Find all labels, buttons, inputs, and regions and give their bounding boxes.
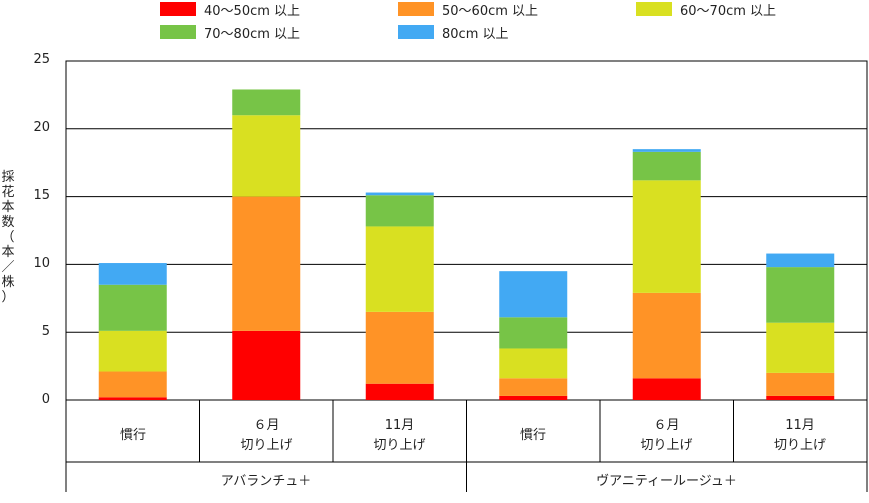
- category-label-line1: 11月: [785, 418, 815, 433]
- legend-item-40-50: 40〜50cm 以上: [160, 0, 301, 19]
- bar-segment: [499, 395, 568, 400]
- bar-segment: [98, 284, 167, 331]
- category-label: 11月 切り上げ: [733, 416, 867, 456]
- y-tick-label: 0: [41, 392, 50, 407]
- category-label-line1: 11月: [384, 418, 415, 433]
- bar-segment: [232, 115, 301, 197]
- legend-label-40-50: 40〜50cm 以上: [204, 3, 301, 19]
- bar-segment: [632, 180, 701, 293]
- y-tick-label: 20: [33, 120, 50, 135]
- y-tick-label: 10: [33, 256, 50, 271]
- y-axis-label-char: ／: [1, 260, 15, 275]
- legend-item-60-70: 60〜70cm 以上: [636, 0, 777, 19]
- category-label-line2: 切り上げ: [640, 438, 693, 453]
- legend-swatch-80: [398, 25, 434, 39]
- y-axis-label-char: 数: [1, 215, 15, 230]
- category-label-line1: 慣行: [519, 428, 546, 443]
- y-axis-label-char: 採: [1, 170, 15, 185]
- y-axis-label-char: （: [1, 230, 15, 245]
- bar-segment: [232, 330, 301, 400]
- bar-segment: [98, 371, 167, 398]
- group-label: アバランチュ＋: [220, 474, 312, 489]
- bar-segment: [766, 372, 835, 396]
- bar-segment: [632, 151, 701, 181]
- legend-swatch-60-70: [636, 2, 672, 16]
- y-tick-label: 15: [33, 188, 50, 203]
- category-label-line1: ６月: [653, 418, 680, 433]
- category-label: ６月 切り上げ: [600, 416, 733, 456]
- bar-segment: [365, 226, 434, 312]
- group-label: ヴアニティールージュ＋: [596, 474, 737, 489]
- category-label-line1: 慣行: [119, 428, 146, 443]
- bar-segment: [232, 196, 301, 331]
- bar-segment: [632, 292, 701, 379]
- bar-segment: [365, 311, 434, 384]
- legend-swatch-40-50: [160, 2, 196, 16]
- y-axis-label: 採 花 本 数 （ 本 ／ 株 ）: [0, 170, 16, 305]
- bar-segment: [766, 267, 835, 323]
- bar-segment: [632, 149, 701, 152]
- category-label-line1: ６月: [253, 418, 280, 433]
- bar-segment: [365, 192, 434, 196]
- bar-segment: [499, 317, 568, 349]
- legend-label-50-60: 50〜60cm 以上: [442, 3, 539, 19]
- bar-segment: [98, 330, 167, 372]
- bar-segment: [499, 378, 568, 396]
- y-axis-label-char: 本: [1, 200, 15, 215]
- y-axis-label-char: 株: [1, 275, 15, 290]
- bar-segment: [365, 383, 434, 400]
- bar-segment: [632, 378, 701, 400]
- plot-frame: [65, 60, 868, 401]
- legend-swatch-70-80: [160, 25, 196, 39]
- category-label-line2: 切り上げ: [773, 438, 826, 453]
- bar-segment: [499, 271, 568, 318]
- legend-item-80: 80cm 以上: [398, 23, 509, 42]
- y-tick-label: 25: [33, 52, 50, 67]
- bar-segment: [766, 253, 835, 268]
- y-tick-label: 5: [41, 324, 50, 339]
- y-axis-label-char: 本: [1, 245, 15, 260]
- legend-swatch-50-60: [398, 2, 434, 16]
- category-label: 11月 切り上げ: [333, 416, 466, 456]
- category-label: ６月 切り上げ: [200, 416, 333, 456]
- bar-segment: [232, 89, 301, 116]
- y-axis-label-char: 花: [1, 185, 15, 200]
- bar-segment: [766, 322, 835, 373]
- bar-segment: [98, 263, 167, 285]
- category-label-line2: 切り上げ: [240, 438, 293, 453]
- bar-segment: [98, 397, 167, 400]
- bar-segment: [766, 395, 835, 400]
- legend-label-70-80: 70〜80cm 以上: [204, 26, 301, 42]
- bar-segment: [365, 195, 434, 227]
- legend-item-70-80: 70〜80cm 以上: [160, 23, 301, 42]
- category-label-line2: 切り上げ: [373, 438, 426, 453]
- legend-item-50-60: 50〜60cm 以上: [398, 0, 539, 19]
- legend-label-80: 80cm 以上: [442, 26, 509, 42]
- y-axis-label-char: ）: [1, 290, 15, 305]
- category-label: 慣行: [66, 426, 200, 446]
- bar-segment: [499, 348, 568, 379]
- chart-legend: 40〜50cm 以上 50〜60cm 以上 60〜70cm 以上 70〜80cm…: [0, 0, 869, 50]
- category-label: 慣行: [466, 426, 600, 446]
- legend-label-60-70: 60〜70cm 以上: [680, 3, 777, 19]
